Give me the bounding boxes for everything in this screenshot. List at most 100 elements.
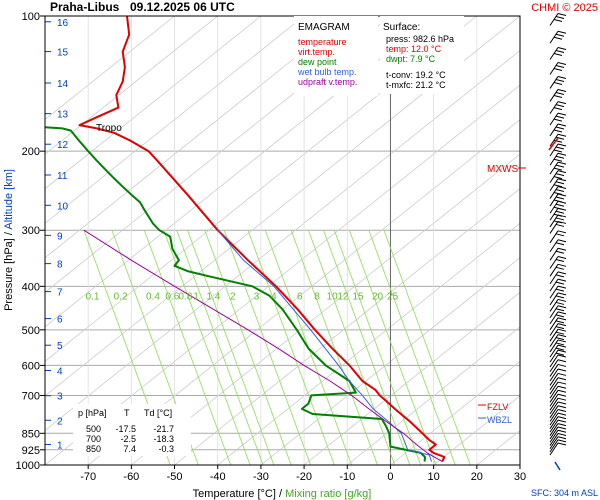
mixing-ratio-label: 2 — [230, 291, 236, 302]
wind-barb-flag — [555, 314, 565, 318]
wind-barb-flag — [555, 78, 565, 82]
x-tick-label: 20 — [471, 471, 483, 483]
wind-barb-staff — [549, 354, 559, 368]
wind-barb-staff — [549, 439, 559, 453]
mixing-ratio-line — [143, 230, 232, 465]
dry-adiabat-line — [45, 16, 175, 121]
x-tick-label: -40 — [210, 471, 226, 483]
y-axis-title: Pressure [hPa] / Altitude [km] — [3, 169, 15, 311]
wind-barb-flag — [557, 393, 567, 397]
dry-adiabat-line — [347, 326, 520, 465]
altitude-tick-label: 6 — [57, 315, 63, 326]
table-cell: 7.4 — [123, 444, 136, 454]
wind-barb-flag — [555, 189, 565, 193]
wind-barb-flag — [557, 170, 567, 174]
wind-barb-flag — [555, 126, 565, 130]
mixing-ratio-label: 15 — [353, 291, 365, 302]
wind-barb-flag — [557, 354, 567, 358]
wind-barb-flag — [555, 65, 565, 69]
mixing-ratio-line — [290, 230, 378, 465]
wind-barb-flag — [555, 173, 565, 177]
mixing-ratio-line — [176, 230, 264, 465]
wind-barb-flag — [553, 149, 563, 153]
mixing-ratio-line — [368, 230, 456, 465]
wind-barb-flag — [557, 75, 567, 79]
altitude-tick-label: 13 — [57, 110, 69, 121]
wind-barb-staff — [549, 436, 559, 450]
wind-barb-flag — [555, 91, 565, 95]
wind-barb-flag — [557, 385, 567, 389]
wind-barb-staff — [549, 323, 559, 336]
sfc-label: SFC: 304 m ASL — [531, 488, 598, 498]
mixing-ratio-line — [187, 230, 275, 465]
legend-entry-virt-temp: virt.temp. — [298, 47, 335, 57]
wind-barb-flag — [557, 47, 567, 50]
x-tick-label: -20 — [296, 471, 312, 483]
wind-barb-flag — [555, 342, 565, 346]
wind-barb-staff — [549, 409, 559, 422]
table-cell: -2.5 — [120, 434, 136, 444]
dry-adiabat-line — [45, 16, 305, 224]
x-tick-label: -10 — [339, 471, 355, 483]
wind-barb-flag — [557, 311, 567, 315]
wind-barb-flag — [557, 323, 567, 327]
surface-tmxfc: t-mxfc: 21.2 °C — [386, 80, 446, 90]
wind-barb-flag — [557, 349, 567, 353]
mixing-ratio-label: 0.8 — [178, 291, 192, 302]
table-cell: 850 — [86, 444, 101, 454]
wind-barb-flag — [553, 118, 563, 122]
wind-barb-flag — [557, 416, 567, 420]
altitude-tick-label: 7 — [57, 288, 63, 299]
wind-barb-staff — [549, 271, 559, 285]
wind-barb-flag — [557, 412, 567, 416]
wind-barb-staff — [549, 264, 559, 277]
wind-barb-flag — [557, 401, 567, 405]
dry-adiabat-line — [563, 16, 600, 465]
x-tick-label: -50 — [167, 471, 183, 483]
observation-datetime: 09.12.2025 06 UTC — [130, 0, 235, 14]
dry-adiabat-line — [45, 50, 520, 431]
altitude-tick-label: 15 — [57, 48, 69, 59]
wind-barb-staff — [549, 359, 559, 373]
wind-barb-staff — [549, 433, 559, 446]
mixing-ratio-label: 0.4 — [146, 291, 160, 302]
table-cell: -0.3 — [158, 444, 174, 454]
mixing-ratio-label: 12 — [337, 291, 349, 302]
wind-barb-flag — [557, 377, 567, 381]
wind-barb-flag — [557, 429, 567, 433]
mixing-ratio-label: 4 — [271, 291, 277, 302]
wind-barb-flag — [553, 53, 563, 56]
x-axis-title-sep: / — [276, 488, 285, 500]
wind-barb-flag — [557, 381, 567, 385]
series-line-dew-point — [45, 126, 426, 462]
wind-barb-staff — [549, 381, 559, 395]
wind-barb-staff — [549, 373, 559, 386]
wind-barb-flag — [555, 210, 565, 214]
wind-barb-flag — [557, 305, 567, 309]
wind-barb-flag — [553, 94, 563, 98]
wind-barb-flag — [555, 288, 565, 292]
wind-barb-flag — [555, 347, 565, 351]
wind-barb-staff — [549, 278, 559, 292]
wind-barb-staff — [549, 412, 559, 426]
y-axis-title-pressure: Pressure [hPa] — [3, 238, 15, 311]
dry-adiabat-line — [45, 16, 348, 259]
dry-adiabat-line — [217, 222, 520, 465]
wind-barb-staff — [549, 334, 559, 347]
wind-barbs — [548, 13, 567, 471]
wind-barb-flag — [557, 13, 567, 16]
legend-title: EMAGRAM — [298, 22, 350, 33]
mixing-ratio-label: 0.1 — [86, 291, 100, 302]
wind-barb-flag — [557, 112, 567, 116]
wind-barb-flag — [555, 242, 565, 246]
wind-barb-staff — [549, 256, 559, 269]
mixing-ratio-line — [223, 230, 311, 465]
surface-dwpt: dwpt: 7.9 °C — [386, 54, 436, 64]
tropopause-label: Tropo — [96, 123, 122, 134]
x-tick-label: 30 — [514, 471, 526, 483]
wind-barb-flag — [557, 30, 567, 34]
wind-barb-flag — [553, 158, 563, 162]
wind-barb-staff — [549, 405, 559, 419]
wind-barb-flag — [557, 423, 567, 427]
